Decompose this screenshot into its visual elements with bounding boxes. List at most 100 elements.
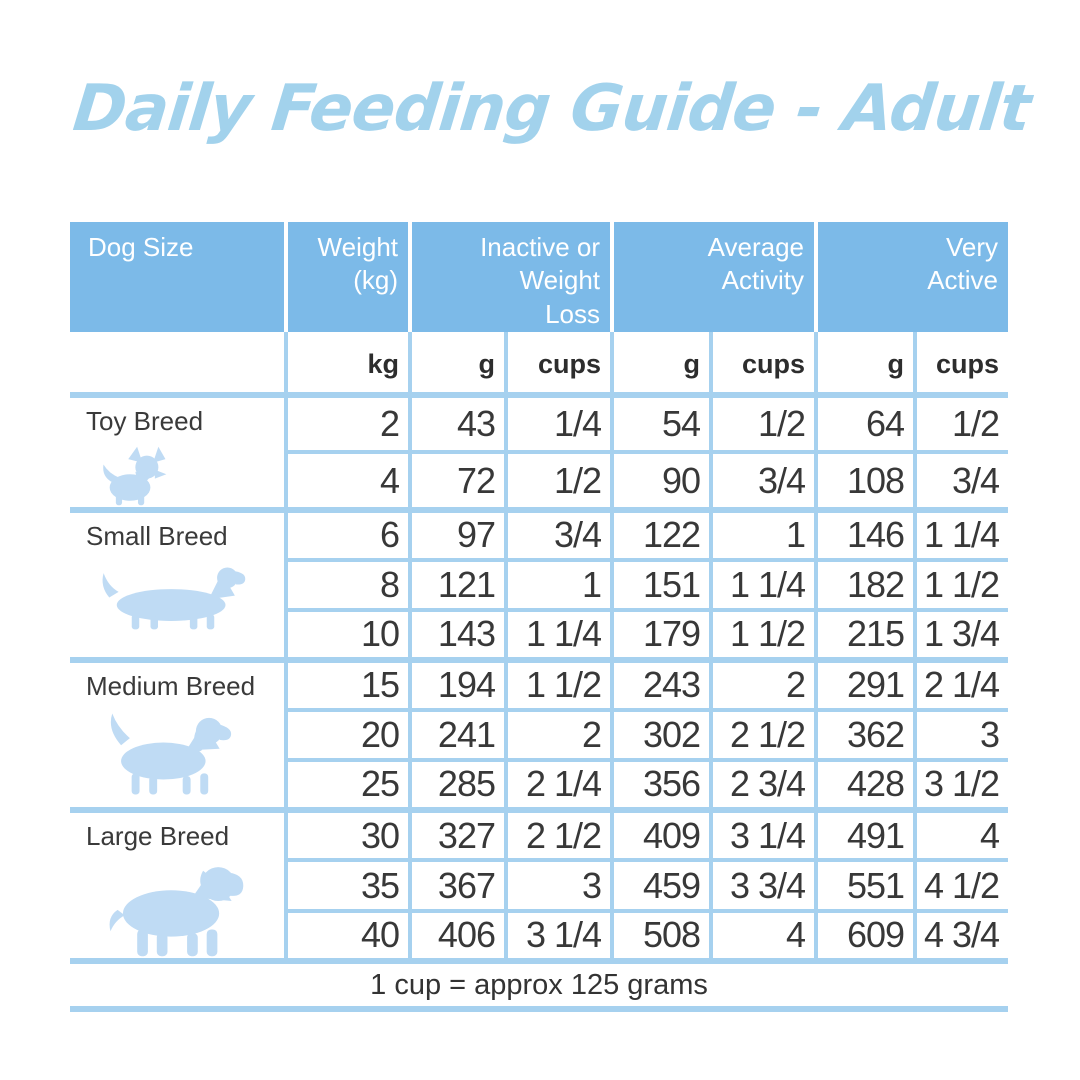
cell-average-g: 179 (610, 609, 712, 663)
unit-inactive-cups: cups (503, 331, 613, 398)
cell-average-cups: 2 3/4 (709, 759, 817, 813)
table-row: 4 72 1/2 90 3/4 108 3/4 (70, 452, 1009, 513)
table-row: 10 143 1 1/4 179 1 1/2 215 1 3/4 (70, 609, 1009, 663)
cell-average-g: 122 (610, 509, 712, 562)
feeding-table: Dog Size Weight (kg) Inactive or Weight … (70, 222, 1009, 1013)
cell-active-cups: 1 1/2 (913, 559, 1009, 612)
cell-active-cups: 3/4 (913, 452, 1009, 513)
header-inactive: Inactive or Weight Loss (407, 222, 613, 332)
mastiff-icon (109, 867, 244, 957)
cell-inactive-g: 194 (408, 659, 506, 712)
chihuahua-icon (103, 446, 167, 506)
cell-average-cups: 1/2 (709, 394, 817, 455)
cell-inactive-g: 285 (408, 759, 506, 813)
cell-active-g: 182 (814, 559, 916, 612)
cell-inactive-g: 367 (408, 860, 506, 913)
header-weight-kg: Weight (kg) (284, 222, 410, 332)
cell-weight-kg: 4 (284, 452, 410, 513)
cell-inactive-cups: 2 1/4 (503, 759, 613, 813)
cell-active-cups: 4 3/4 (913, 910, 1009, 965)
cell-active-cups: 1 3/4 (913, 609, 1009, 663)
cell-active-g: 428 (814, 759, 916, 813)
cell-average-g: 356 (610, 759, 712, 813)
header-band-row: Dog Size Weight (kg) Inactive or Weight … (70, 222, 1009, 332)
cell-weight-kg: 25 (284, 759, 410, 813)
cell-active-cups: 1/2 (913, 394, 1009, 455)
cell-inactive-g: 143 (408, 609, 506, 663)
cell-inactive-cups: 1/2 (503, 452, 613, 513)
dachshund-icon (102, 567, 246, 630)
breed-label: Medium Breed (86, 670, 256, 701)
table-row: 8 121 1 151 1 1/4 182 1 1/2 (70, 559, 1009, 612)
cell-average-cups: 2 1/2 (709, 709, 817, 762)
cell-active-cups: 3 1/2 (913, 759, 1009, 813)
header-very-active: Very Active (814, 222, 1009, 332)
table-row: 20 241 2 302 2 1/2 362 3 (70, 709, 1009, 762)
cell-inactive-g: 97 (408, 509, 506, 562)
cell-average-g: 508 (610, 910, 712, 965)
cell-weight-kg: 40 (284, 910, 410, 965)
cell-inactive-g: 406 (408, 910, 506, 965)
cell-inactive-cups: 2 1/2 (503, 809, 613, 863)
cell-average-cups: 1 (709, 509, 817, 562)
cell-active-g: 362 (814, 709, 916, 762)
cell-active-g: 64 (814, 394, 916, 455)
cell-inactive-cups: 3 1/4 (503, 910, 613, 965)
cell-average-cups: 1 1/2 (709, 609, 817, 663)
cell-weight-kg: 20 (284, 709, 410, 762)
cell-active-g: 609 (814, 910, 916, 965)
cell-average-cups: 4 (709, 910, 817, 965)
cell-weight-kg: 8 (284, 559, 410, 612)
cell-inactive-cups: 3 (503, 860, 613, 913)
breed-cell: Small Breed (70, 509, 286, 663)
cell-weight-kg: 30 (284, 809, 410, 863)
cell-average-cups: 1 1/4 (709, 559, 817, 612)
cell-inactive-cups: 1 (503, 559, 613, 612)
header-average-activity: Average Activity (610, 222, 817, 332)
breed-label: Small Breed (86, 520, 228, 551)
cell-average-cups: 2 (709, 659, 817, 712)
table-row: Large Breed 30 327 2 1/2 409 3 1/4 491 4 (70, 809, 1009, 965)
cell-active-g: 215 (814, 609, 916, 663)
cell-weight-kg: 10 (284, 609, 410, 663)
cell-inactive-g: 327 (408, 809, 506, 863)
cell-weight-kg: 2 (284, 394, 410, 455)
cell-inactive-cups: 1/4 (503, 394, 613, 455)
footnote: 1 cup = approx 125 grams (70, 961, 1009, 1013)
cell-active-cups: 1 1/4 (913, 509, 1009, 562)
units-row: kg g cups g cups g cups (70, 331, 1009, 398)
unit-kg: kg (284, 331, 410, 398)
table-footer: 1 cup = approx 125 grams (70, 961, 1009, 1013)
table-row: 40 406 3 1/4 508 4 609 4 3/4 (70, 910, 1009, 965)
cell-inactive-g: 241 (408, 709, 506, 762)
table-row: Toy Breed 2 43 1/4 54 1/2 64 1/2 (70, 394, 1009, 513)
breed-cell: Medium Breed (70, 659, 286, 813)
table-row: 35 367 3 459 3 3/4 551 4 1/2 (70, 860, 1009, 913)
breed-cell: Large Breed (70, 809, 286, 965)
table-row: Medium Breed 15 194 1 1/2 243 2 291 2 1/4 (70, 659, 1009, 813)
table-body: Toy Breed 2 43 1/4 54 1/2 64 1/2 4 72 1/2 90 3/4 108 3… (70, 394, 1009, 965)
cell-average-g: 409 (610, 809, 712, 863)
cell-active-g: 146 (814, 509, 916, 562)
page-title: Daily Feeding Guide - Adult (69, 72, 1034, 146)
cell-active-cups: 3 (913, 709, 1009, 762)
cell-active-cups: 4 (913, 809, 1009, 863)
cell-inactive-cups: 1 1/4 (503, 609, 613, 663)
cell-average-g: 459 (610, 860, 712, 913)
beagle-icon (110, 713, 232, 795)
cell-inactive-g: 121 (408, 559, 506, 612)
cell-active-cups: 4 1/2 (913, 860, 1009, 913)
cell-inactive-g: 43 (408, 394, 506, 455)
footnote-row: 1 cup = approx 125 grams (70, 961, 1009, 1013)
unit-active-g: g (814, 331, 916, 398)
cell-average-g: 151 (610, 559, 712, 612)
units-empty (70, 331, 286, 398)
breed-label: Large Breed (86, 820, 230, 851)
cell-active-g: 291 (814, 659, 916, 712)
cell-weight-kg: 15 (284, 659, 410, 712)
breed-cell: Toy Breed (70, 394, 286, 513)
breed-label: Toy Breed (86, 405, 204, 436)
table-row: 25 285 2 1/4 356 2 3/4 428 3 1/2 (70, 759, 1009, 813)
cell-active-cups: 2 1/4 (913, 659, 1009, 712)
header-dog-size: Dog Size (70, 222, 286, 332)
